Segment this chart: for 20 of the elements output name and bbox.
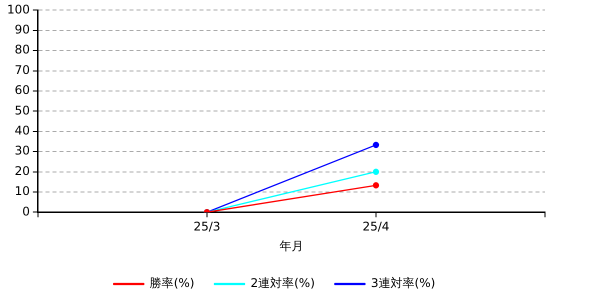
y-tick-label: 70 [14, 62, 30, 77]
point [372, 168, 380, 175]
point [372, 142, 380, 148]
legend-label: 2連対率(%) [250, 276, 315, 290]
x-tick-label: 25/4 [362, 220, 390, 234]
y-tick-label: 90 [14, 22, 30, 37]
y-tick-label: 50 [14, 103, 30, 118]
y-tick-label: 20 [14, 164, 30, 178]
y-tick-label: 0 [22, 204, 30, 218]
x-axis-title: 年月 [279, 238, 304, 253]
y-tick-label: 60 [14, 83, 30, 98]
y-tick-label: 40 [14, 124, 30, 138]
point [372, 182, 380, 188]
y-tick-label: 30 [14, 144, 30, 158]
y-tick-label: 10 [14, 184, 30, 198]
y-tick-label: 100 [7, 2, 30, 16]
y-tick-label: 80 [14, 42, 30, 57]
legend-label: 勝率(%) [150, 276, 194, 290]
x-tick-label: 25/3 [193, 220, 220, 234]
legend-label: 3連対率(%) [370, 276, 436, 290]
